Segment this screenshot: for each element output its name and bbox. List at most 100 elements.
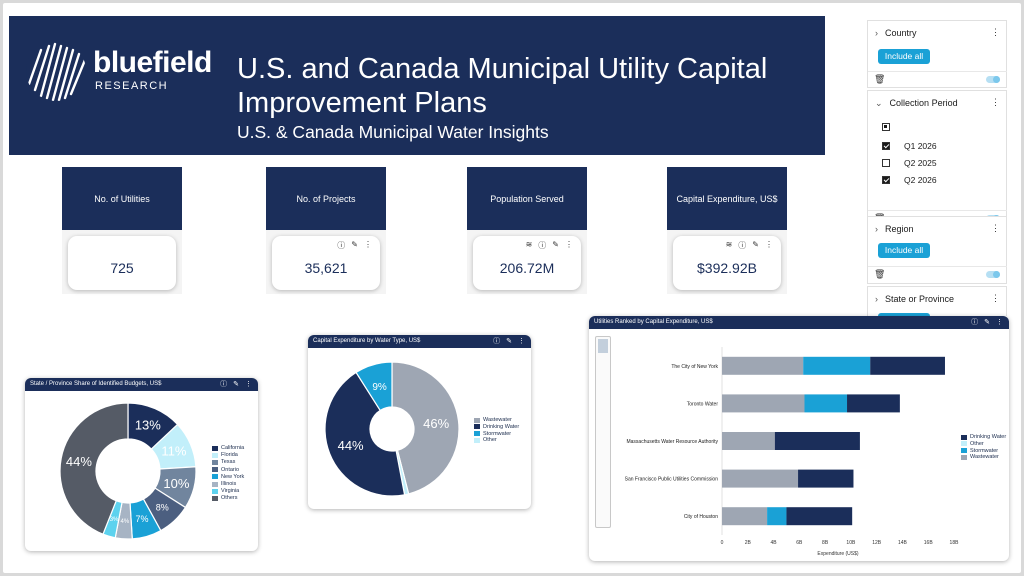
more-icon[interactable]: ⋮ [991, 27, 1000, 37]
legend-swatch [474, 417, 480, 423]
checkbox-empty-icon[interactable] [882, 159, 890, 167]
chevron-right-icon[interactable]: › [875, 294, 878, 304]
edit-icon[interactable]: ✎ [351, 240, 358, 249]
filter-state-header[interactable]: › State or Province ⋮ [868, 287, 1006, 311]
edit-icon[interactable]: ✎ [552, 240, 559, 249]
filter-country-header[interactable]: › Country ⋮ [868, 21, 1006, 45]
bar-segment-wastewater[interactable] [722, 356, 804, 375]
utilities-ranked-bar-chart: 0 2B 4B 6B 8B 10B 12B 14B 16B 18B Expenditure (US$… [625, 347, 959, 557]
bar-segment-drinking-water[interactable] [798, 469, 854, 488]
legend-item[interactable]: Drinking Water [961, 434, 1006, 440]
trash-icon[interactable]: 🗑 [874, 74, 886, 84]
kpi-card[interactable]: ≋ ⓘ ✎ ⋮ $392.92B [673, 236, 781, 290]
info-icon[interactable]: ⓘ [493, 338, 501, 345]
legend-label: Other [970, 440, 984, 447]
more-icon[interactable]: ⋮ [765, 240, 773, 249]
more-icon[interactable]: ⋮ [991, 97, 1000, 107]
scrollbar-thumb[interactable] [598, 339, 608, 353]
panel-toolbar: ⓘ ✎ ⋮ [971, 316, 1003, 329]
bar-segment-drinking-water[interactable] [847, 394, 900, 413]
edit-icon[interactable]: ✎ [984, 319, 990, 326]
legend-item[interactable]: Ontario [212, 467, 239, 473]
legend-item[interactable]: Virginia [212, 488, 239, 494]
chevron-down-icon[interactable]: ⌄ [875, 97, 883, 108]
filter-region-header[interactable]: › Region ⋮ [868, 217, 1006, 241]
filter-country: › Country ⋮ Include all 🗑 [867, 20, 1007, 88]
bar-segment-drinking-water[interactable] [774, 432, 860, 450]
info-icon[interactable]: ⓘ [220, 381, 228, 388]
legend-label: Drinking Water [970, 434, 1007, 440]
kpi-card[interactable]: ⓘ ✎ ⋮ 35,621 [272, 236, 380, 290]
more-icon[interactable]: ⋮ [565, 240, 573, 249]
chart-scrollbar[interactable] [595, 336, 611, 528]
chevron-right-icon[interactable]: › [875, 28, 878, 38]
edit-icon[interactable]: ✎ [506, 338, 512, 345]
legend-item[interactable]: Others [212, 495, 238, 501]
bar-segment-wastewater[interactable] [722, 394, 805, 413]
x-tick-label: 12B [872, 540, 882, 546]
include-all-button[interactable] [878, 313, 930, 316]
legend-item[interactable]: New York [212, 474, 244, 480]
info-icon[interactable]: ⓘ [738, 241, 747, 250]
more-icon[interactable]: ⋮ [996, 319, 1003, 326]
layers-icon[interactable]: ≋ [525, 240, 533, 249]
bar-segment-wastewater[interactable] [722, 432, 775, 450]
info-icon[interactable]: ⓘ [971, 319, 979, 326]
more-icon[interactable]: ⋮ [364, 240, 372, 249]
legend-item[interactable]: Florida [212, 452, 238, 458]
kpi-card[interactable]: 725 [68, 236, 176, 290]
edit-icon[interactable]: ✎ [233, 381, 239, 388]
filter-period-header[interactable]: ⌄ Collection Period ⋮ [868, 91, 1006, 115]
chart-title: Capital Expenditure by Water Type, US$ [313, 338, 421, 344]
filter-toggle[interactable] [986, 76, 1000, 83]
bar-segment-stormwater[interactable] [767, 507, 787, 526]
checkbox-checked-icon[interactable] [882, 176, 890, 184]
legend-item[interactable]: Drinking Water [474, 424, 519, 430]
bar-segment-wastewater[interactable] [722, 507, 768, 526]
include-all-button[interactable]: Include all [878, 49, 930, 64]
legend-label: Texas [221, 459, 236, 466]
legend-item[interactable]: Illinois [212, 481, 236, 487]
partial-checkbox-icon[interactable] [882, 123, 890, 131]
legend-item[interactable]: California [212, 445, 244, 451]
legend-swatch [961, 454, 967, 460]
layers-icon[interactable]: ≋ [725, 240, 733, 249]
legend-item[interactable]: Wastewater [474, 417, 512, 423]
period-option[interactable]: Q2 2026 [882, 175, 937, 185]
kpi-projects-tile: ⓘ ✎ ⋮ 35,621 [266, 230, 386, 294]
slice-label: 13% [135, 418, 161, 433]
bar-segment-stormwater[interactable] [804, 394, 848, 413]
include-all-button[interactable]: Include all [878, 243, 930, 258]
bar-segment-drinking-water[interactable] [870, 356, 945, 375]
filter-toggle[interactable] [986, 271, 1000, 278]
period-option[interactable]: Q1 2026 [882, 141, 937, 151]
period-option[interactable]: Q2 2025 [882, 158, 937, 168]
select-all-checkbox[interactable] [882, 123, 904, 131]
legend-item[interactable]: Wastewater [961, 454, 999, 460]
more-icon[interactable]: ⋮ [245, 381, 252, 388]
checkbox-checked-icon[interactable] [882, 142, 890, 150]
bar-segment-stormwater[interactable] [803, 356, 871, 375]
x-axis-label: Expenditure (US$) [817, 551, 858, 557]
bar-segment-wastewater[interactable] [722, 469, 799, 488]
info-icon[interactable]: ⓘ [337, 241, 346, 250]
more-icon[interactable]: ⋮ [991, 293, 1000, 303]
legend-item[interactable]: Stormwater [474, 431, 511, 437]
bar-segment-drinking-water[interactable] [786, 507, 853, 526]
more-icon[interactable]: ⋮ [991, 223, 1000, 233]
chevron-right-icon[interactable]: › [875, 224, 878, 234]
trash-icon[interactable]: 🗑 [874, 269, 886, 279]
slice-label: 44% [66, 454, 92, 469]
legend-item[interactable]: Stormwater [961, 448, 998, 454]
legend-item[interactable]: Texas [212, 459, 235, 465]
donut-slice-drinking-water[interactable] [324, 371, 406, 497]
donut-slice-others[interactable] [59, 402, 129, 536]
donut-slice-stormwater[interactable] [355, 361, 393, 412]
donut-slice-wastewater[interactable] [391, 361, 460, 495]
legend-item[interactable]: Other [961, 441, 984, 447]
edit-icon[interactable]: ✎ [752, 240, 759, 249]
legend-item[interactable]: Other [474, 437, 497, 443]
info-icon[interactable]: ⓘ [538, 241, 547, 250]
kpi-card[interactable]: ≋ ⓘ ✎ ⋮ 206.72M [473, 236, 581, 290]
more-icon[interactable]: ⋮ [518, 338, 525, 345]
